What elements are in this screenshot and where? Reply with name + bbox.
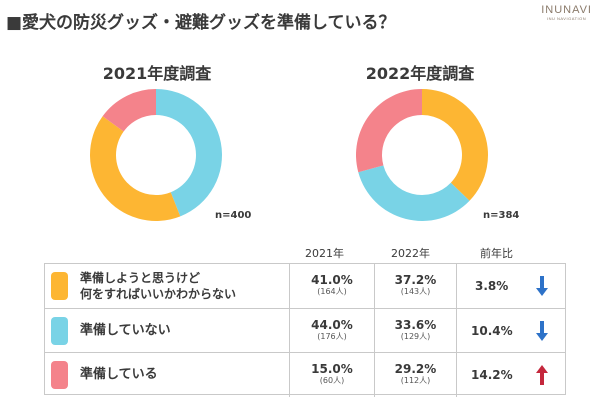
yoy-ratio: 3.8% <box>475 279 509 293</box>
arrow-down-icon <box>536 276 548 296</box>
cell-2021: 41.0% (164人) <box>289 264 374 308</box>
donut-slice-1 <box>358 165 470 222</box>
pct-2022: 37.2% <box>394 273 437 287</box>
count-2022: (112人) <box>400 376 431 385</box>
chart-2021-n-label: n=400 <box>215 210 252 221</box>
chart-2021-title: 2021年度調査 <box>102 64 212 83</box>
row-label: 準備している <box>80 367 158 382</box>
cell-yoy: 10.4% <box>456 309 565 353</box>
logo-subtext: INU NAVIGATION <box>547 16 587 21</box>
arrow-down-icon <box>536 321 548 341</box>
color-swatch-orange <box>51 272 68 300</box>
cell-2021: 15.0% (60人) <box>289 353 374 397</box>
count-2021: (60人) <box>319 376 345 385</box>
yoy-ratio: 10.4% <box>471 324 513 338</box>
comparison-table: 準備しようと思うけど 何をすればいいかわからない 41.0% (164人) 37… <box>44 263 566 397</box>
color-swatch-pink <box>51 361 68 389</box>
row-label: 準備しようと思うけど 何をすればいいかわからない <box>80 264 236 308</box>
cell-yoy: 14.2% <box>456 353 565 397</box>
count-2021: (164人) <box>317 287 347 296</box>
row-label: 準備していない <box>80 323 171 338</box>
header-2021: 2021年 <box>305 247 344 260</box>
count-2022: (143人) <box>400 287 431 296</box>
page-title: ■愛犬の防災グッズ・避難グッズを準備している？ <box>6 13 396 33</box>
donut-slice-1 <box>156 89 223 217</box>
pct-2021: 41.0% <box>311 273 353 287</box>
color-swatch-blue <box>51 317 68 345</box>
arrow-up-shape <box>536 365 548 385</box>
donut-slice-0 <box>89 116 181 222</box>
pct-2021: 44.0% <box>311 318 353 332</box>
arrow-down-shape <box>536 276 548 296</box>
chart-2022-title: 2022年度調査 <box>365 64 475 83</box>
inunavi-logo: INUNAVI INU NAVIGATION <box>541 4 592 21</box>
header-2022: 2022年 <box>391 247 430 260</box>
pct-2021: 15.0% <box>311 362 353 376</box>
cell-2022: 37.2% (143人) <box>374 264 456 308</box>
row-label-line-2: 何をすればいいかわからない <box>80 287 237 301</box>
donut-chart-2021 <box>89 89 223 222</box>
donut-chart-2022 <box>356 89 488 222</box>
pct-2022: 29.2% <box>394 362 437 376</box>
donut-slice-2 <box>356 89 422 173</box>
cell-2022: 29.2% (112人) <box>374 353 456 397</box>
logo-text: INUNAVI <box>541 4 592 16</box>
count-2021: (176人) <box>317 332 347 341</box>
table-row-not-prepared: 準備していない 44.0% (176人) 33.6% (129人) 10.4% <box>45 308 565 353</box>
row-label-line-1: 準備しようと思うけど <box>80 271 201 285</box>
cell-2021: 44.0% (176人) <box>289 309 374 353</box>
table-row-prepared: 準備している 15.0% (60人) 29.2% (112人) 14.2% <box>45 352 565 397</box>
arrow-up-icon <box>536 365 548 385</box>
arrow-down-shape <box>536 321 548 341</box>
count-2022: (129人) <box>400 332 431 341</box>
header-yoy: 前年比 <box>480 247 513 260</box>
yoy-ratio: 14.2% <box>471 368 513 382</box>
cell-2022: 33.6% (129人) <box>374 309 456 353</box>
cell-yoy: 3.8% <box>456 264 565 308</box>
pct-2022: 33.6% <box>394 318 437 332</box>
donut-slice-0 <box>422 89 488 201</box>
table-row-unsure: 準備しようと思うけど 何をすればいいかわからない 41.0% (164人) 37… <box>45 264 565 308</box>
chart-2022-n-label: n=384 <box>483 210 520 221</box>
donut-slice-2 <box>102 89 156 132</box>
